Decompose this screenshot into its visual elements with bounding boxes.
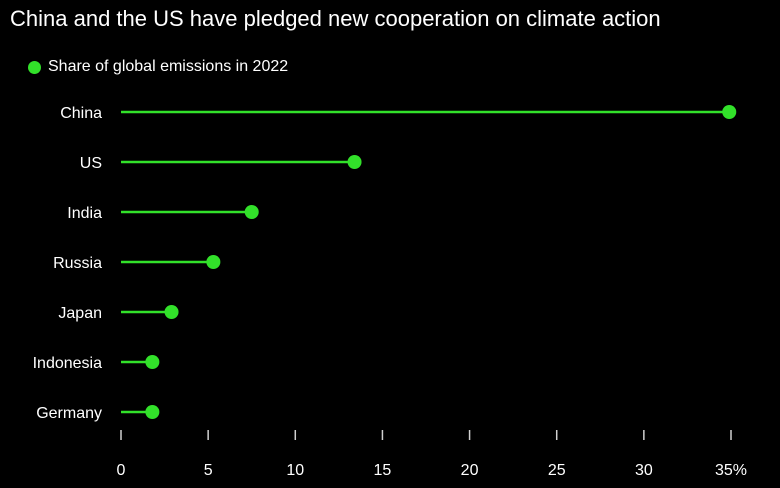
category-label: Japan [58, 305, 102, 322]
lollipop-point [244, 205, 259, 219]
category-label: China [60, 105, 102, 122]
category-label: India [67, 205, 102, 222]
chart-title: China and the US have pledged new cooper… [10, 6, 661, 31]
category-label: US [80, 155, 102, 172]
category-label: Russia [53, 255, 102, 272]
lollipop-point [145, 405, 160, 419]
x-tick-label: 35% [715, 462, 747, 479]
x-tick-label: 25 [548, 462, 566, 479]
lollipop-point [164, 305, 179, 319]
x-tick-label: 5 [204, 462, 213, 479]
x-tick-label: 15 [374, 462, 392, 479]
lollipop-point [722, 105, 737, 119]
legend: Share of global emissions in 2022 [28, 58, 288, 76]
x-tick-label: 0 [117, 462, 126, 479]
category-label: Indonesia [33, 355, 102, 372]
lollipop-point [347, 155, 362, 169]
x-tick-label: 30 [635, 462, 653, 479]
category-label: Germany [36, 405, 102, 422]
x-tick-label: 20 [461, 462, 479, 479]
lollipop-point [145, 355, 160, 369]
legend-marker [28, 60, 41, 74]
lollipop-point [206, 255, 221, 269]
x-tick-label: 10 [286, 462, 304, 479]
legend-label: Share of global emissions in 2022 [48, 58, 289, 75]
